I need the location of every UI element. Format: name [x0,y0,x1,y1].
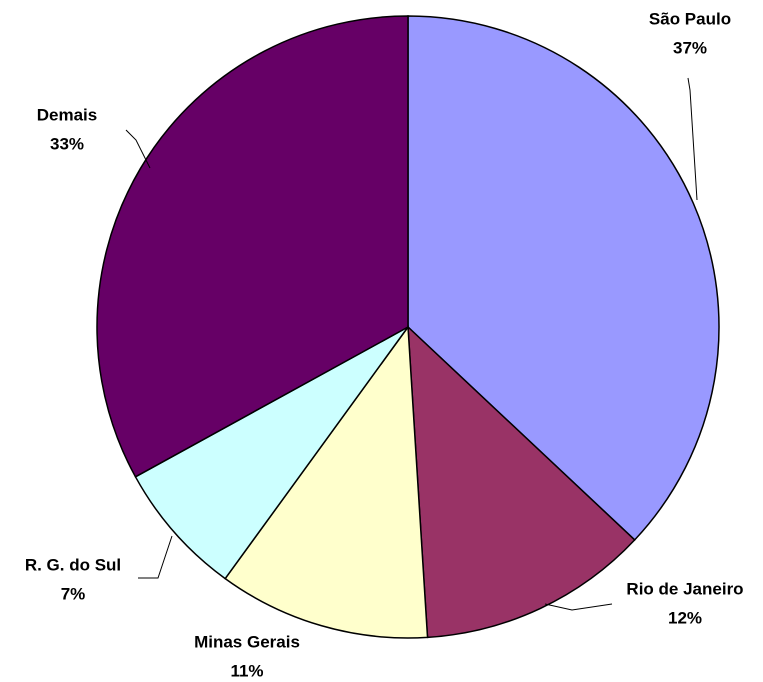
leader-line [544,603,613,611]
slice-label: Rio de Janeiro [626,579,743,598]
slice-value-label: 11% [230,661,263,680]
slice-value-label: 33% [50,134,84,153]
slice-label: São Paulo [649,9,731,28]
slice-label: Minas Gerais [194,632,300,651]
pie-slice [224,324,429,639]
leader-line [125,129,151,169]
slice-label: Demais [37,105,97,124]
slices [96,15,720,639]
slice-value-label: 37% [673,38,707,57]
slice-value-label: 7% [61,584,86,603]
pie-slice [96,15,409,478]
leader-line [687,77,698,201]
pie-slice [407,15,720,541]
slice-value-label: 12% [668,608,702,627]
pie-slice [407,325,636,639]
leader-line [138,535,173,579]
pie-slice [134,326,409,580]
slice-label: R. G. do Sul [25,555,121,574]
